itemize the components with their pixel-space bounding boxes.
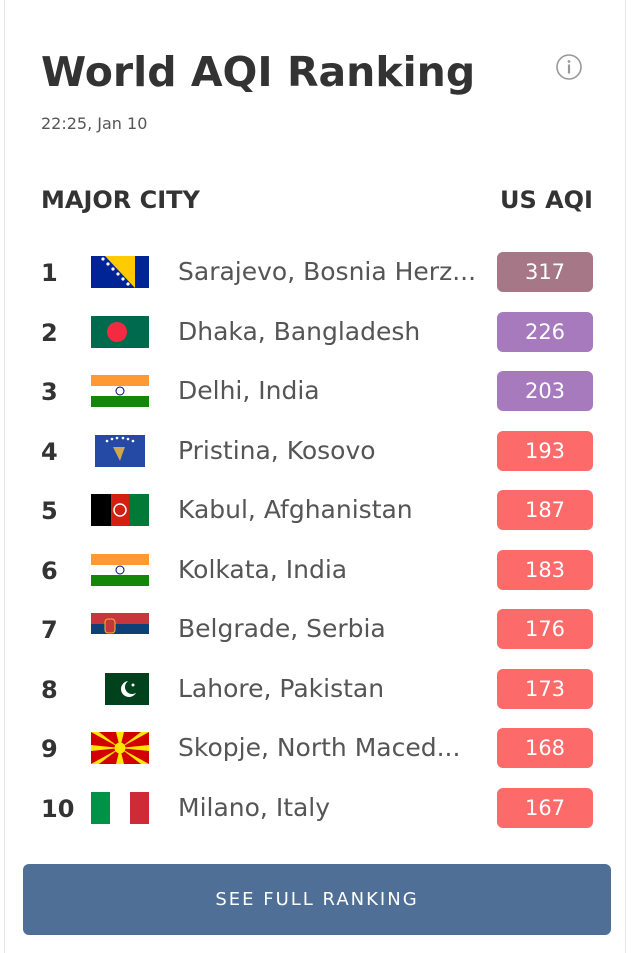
flag-icon <box>91 613 149 645</box>
city-name: Belgrade, Serbia <box>178 614 386 643</box>
aqi-header: US AQI <box>499 186 593 214</box>
rank: 1 <box>41 259 58 287</box>
ranking-row: 6 Kolkata, India 183 <box>5 549 627 593</box>
city-name: Sarajevo, Bosnia Herz... <box>178 257 477 286</box>
flag-icon <box>95 434 145 467</box>
ranking-row: 1 Sarajevo, Bosnia Herz... 317 <box>5 251 627 295</box>
ranking-row: 10 Milano, Italy 167 <box>5 787 627 831</box>
city-name: Kabul, Afghanistan <box>178 495 413 524</box>
aqi-badge: 168 <box>497 728 593 768</box>
city-header: MAJOR CITY <box>41 186 200 214</box>
rank: 9 <box>41 735 58 763</box>
ranking-row: 9 Skopje, North Maced... 168 <box>5 727 627 771</box>
rank: 6 <box>41 556 58 585</box>
city-name: Milano, Italy <box>178 792 331 822</box>
rank: 10 <box>41 794 75 823</box>
ranking-row: 7 Belgrade, Serbia 176 <box>5 608 627 652</box>
city-name: Dhaka, Bangladesh <box>178 316 421 346</box>
city-name: Pristina, Kosovo <box>178 435 376 465</box>
rank: 7 <box>41 616 58 644</box>
city-name: Skopje, North Maced... <box>178 733 461 762</box>
rank: 4 <box>41 437 58 466</box>
rank: 5 <box>41 497 58 525</box>
ranking-row: 2 Dhaka, Bangladesh 226 <box>5 311 627 355</box>
full-ranking-button[interactable]: SEE FULL RANKING <box>23 864 611 935</box>
rank: 3 <box>41 378 58 406</box>
rank: 8 <box>41 675 58 704</box>
title: World AQI Ranking <box>41 48 476 96</box>
aqi-badge: 167 <box>497 787 593 828</box>
flag-icon <box>91 315 149 348</box>
ranking-row: 3 Delhi, India 203 <box>5 370 627 414</box>
ranking-row: 4 Pristina, Kosovo 193 <box>5 430 627 474</box>
aqi-badge: 193 <box>497 430 593 471</box>
ranking-card: World AQI Ranking 22:25, Jan 10 MAJOR CI… <box>4 0 626 953</box>
aqi-badge: 183 <box>497 549 593 590</box>
rank: 2 <box>41 318 58 347</box>
info-icon[interactable] <box>555 53 583 81</box>
city-name: Delhi, India <box>178 376 320 405</box>
city-name: Lahore, Pakistan <box>178 673 385 703</box>
city-name: Kolkata, India <box>178 554 348 584</box>
flag-icon <box>91 375 149 407</box>
flag-icon <box>105 672 149 705</box>
aqi-badge: 176 <box>497 609 593 649</box>
flag-icon <box>91 494 149 526</box>
ranking-row: 8 Lahore, Pakistan 173 <box>5 668 627 712</box>
flag-icon <box>91 732 149 764</box>
aqi-badge: 203 <box>497 371 593 411</box>
aqi-badge: 317 <box>497 252 593 292</box>
flag-icon <box>91 256 149 288</box>
aqi-badge: 187 <box>497 490 593 530</box>
aqi-badge: 226 <box>497 311 593 352</box>
flag-icon <box>91 791 149 824</box>
ranking-row: 5 Kabul, Afghanistan 187 <box>5 489 627 533</box>
timestamp: 22:25, Jan 10 <box>41 114 148 133</box>
aqi-badge: 173 <box>497 668 593 709</box>
flag-icon <box>91 553 149 586</box>
